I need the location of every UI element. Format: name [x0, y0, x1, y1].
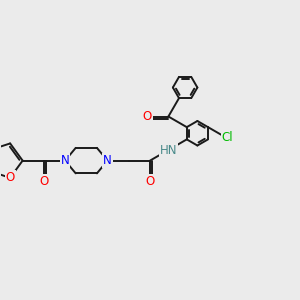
Text: N: N	[103, 154, 112, 167]
Text: Cl: Cl	[222, 131, 233, 144]
Text: O: O	[142, 110, 152, 123]
Text: HN: HN	[160, 143, 177, 157]
Text: O: O	[5, 171, 15, 184]
Text: N: N	[61, 154, 70, 167]
Text: O: O	[39, 175, 49, 188]
Text: O: O	[146, 175, 154, 188]
